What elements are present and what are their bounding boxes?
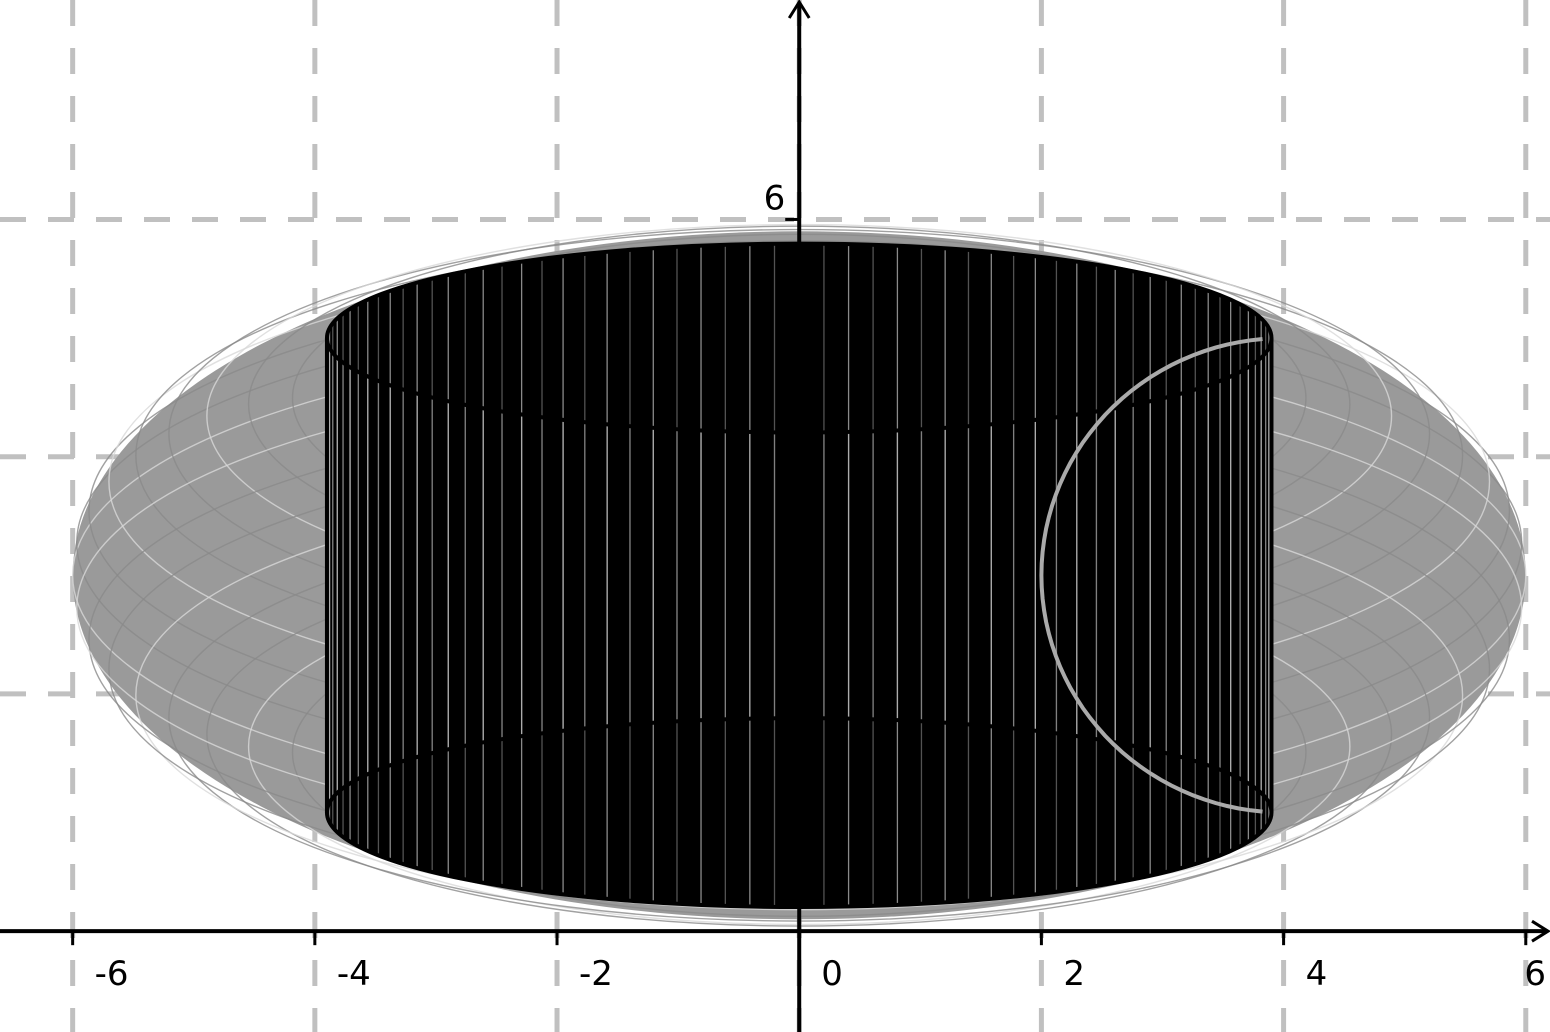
- x-tick-label: 6: [1524, 954, 1546, 994]
- x-tick-label: 2: [1063, 954, 1085, 994]
- x-axis-arrow: [1531, 919, 1550, 943]
- arc-layer: [1039, 337, 1263, 814]
- x-tick-label: 0: [821, 954, 843, 994]
- cross-section-arc: [1039, 337, 1263, 814]
- y-axis-arrow: [787, 0, 811, 19]
- x-tick-label: -6: [95, 954, 129, 994]
- x-tick-label: -2: [579, 954, 613, 994]
- x-tick-label: -4: [337, 954, 371, 994]
- y-tick-label: 6: [764, 178, 786, 218]
- x-tick-label: 4: [1306, 954, 1328, 994]
- tick-label-layer: -6 -4 -2 0 2 4 6 6: [71, 178, 1546, 994]
